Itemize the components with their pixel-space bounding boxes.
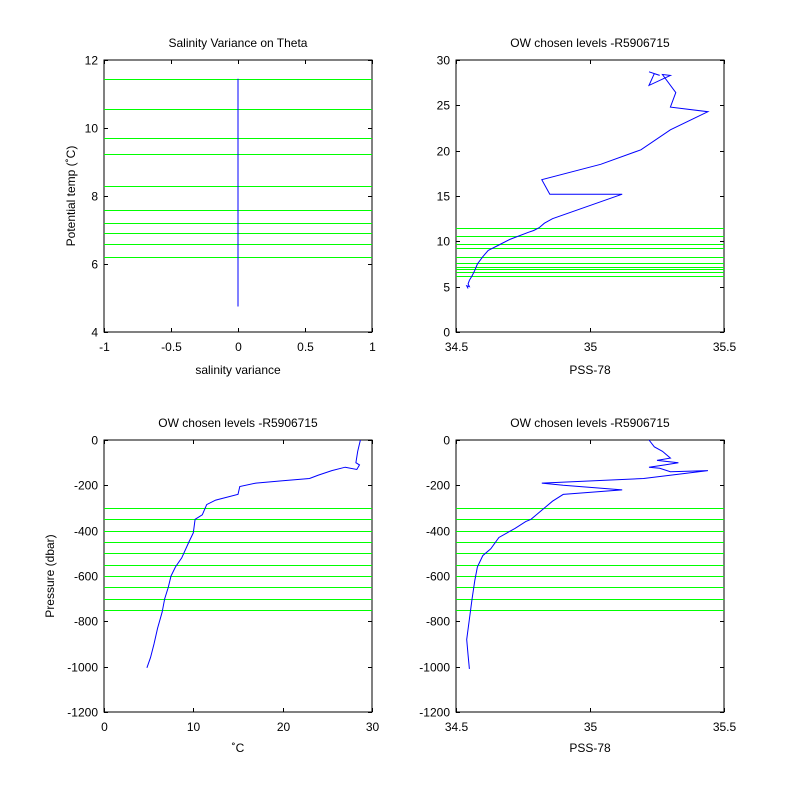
x-tick-labels: 34.5 35 35.5 (445, 440, 737, 734)
chart-title: Salinity Variance on Theta (169, 36, 308, 50)
x-tick-label: 1 (369, 340, 376, 354)
panel-salinity-pressure: OW chosen levels -R5906715 PSS-78 34.5 35… (419, 416, 736, 755)
y-tick-label: 5 (443, 281, 450, 295)
y-tick-label: -400 (74, 525, 98, 539)
y-tick-label: 12 (85, 54, 99, 68)
x-tick-label: 10 (187, 720, 201, 734)
y-tick-label: 8 (91, 190, 98, 204)
x-tick-label: 0 (101, 720, 108, 734)
chart-title: OW chosen levels -R5906715 (510, 416, 670, 430)
chosen-level-lines (104, 508, 372, 611)
y-tick-label: -600 (74, 570, 98, 584)
x-tick-labels: -1 -0.5 0 0.5 1 (99, 60, 376, 354)
y-tick-label: -200 (426, 479, 450, 493)
chosen-level-lines (456, 508, 724, 611)
y-tick-label: -400 (426, 525, 450, 539)
y-tick-label: -600 (426, 570, 450, 584)
y-tick-label: -1200 (67, 706, 98, 720)
y-tick-labels: 4 6 8 10 12 (85, 54, 372, 340)
x-tick-label: 34.5 (445, 340, 469, 354)
y-tick-label: 15 (437, 190, 451, 204)
profile-line (465, 71, 710, 289)
panel-salinity-variance: Salinity Variance on Theta salinity vari… (64, 36, 376, 377)
x-tick-label: -0.5 (161, 340, 182, 354)
x-tick-label: 0.5 (297, 340, 314, 354)
profile-series (466, 439, 708, 669)
y-tick-label: 0 (443, 326, 450, 340)
x-tick-label: 0 (235, 340, 242, 354)
x-tick-label: -1 (99, 340, 110, 354)
y-tick-label: 20 (437, 145, 451, 159)
y-axis-label: Potential temp (˚C) (64, 146, 78, 247)
y-axis-label: Pressure (dbar) (43, 534, 57, 617)
x-tick-label: 35.5 (713, 720, 737, 734)
y-tick-label: 6 (91, 258, 98, 272)
x-tick-label: 35.5 (713, 340, 737, 354)
y-tick-label: -200 (74, 479, 98, 493)
chart-title: OW chosen levels -R5906715 (158, 416, 318, 430)
x-tick-label: 20 (277, 720, 291, 734)
y-tick-label: -800 (74, 615, 98, 629)
y-tick-labels: 0 5 10 15 20 25 30 (437, 54, 724, 340)
profile-series (465, 71, 710, 289)
panel-salinity-theta: OW chosen levels -R5906715 PSS-78 34.5 35… (437, 36, 737, 377)
x-tick-label: 34.5 (445, 720, 469, 734)
y-tick-label: 30 (437, 54, 451, 68)
chart-title: OW chosen levels -R5906715 (510, 36, 670, 50)
x-tick-labels: 34.5 35 35.5 (445, 60, 737, 354)
x-axis-label: PSS-78 (569, 363, 611, 377)
y-tick-label: -800 (426, 615, 450, 629)
y-tick-label: 10 (437, 235, 451, 249)
x-axis-label: ˚C (232, 741, 245, 755)
profile-series (146, 439, 361, 668)
x-tick-label: 30 (366, 720, 380, 734)
x-axis-label: salinity variance (195, 363, 281, 377)
y-tick-label: 4 (91, 326, 98, 340)
y-tick-label: 25 (437, 99, 451, 113)
y-tick-label: 0 (91, 434, 98, 448)
y-tick-label: -1000 (419, 661, 450, 675)
panel-temperature-pressure: OW chosen levels -R5906715 ˚C Pressure (… (43, 416, 379, 755)
x-tick-label: 35 (584, 720, 598, 734)
y-tick-label: -1000 (67, 661, 98, 675)
y-tick-labels: -1200 -1000 -800 -600 -400 -200 0 (67, 434, 372, 720)
y-tick-label: 10 (85, 122, 99, 136)
profile-line (146, 439, 361, 668)
y-tick-label: 0 (443, 434, 450, 448)
x-tick-label: 35 (584, 340, 598, 354)
y-tick-label: -1200 (419, 706, 450, 720)
profile-line (466, 439, 708, 669)
x-axis-label: PSS-78 (569, 741, 611, 755)
